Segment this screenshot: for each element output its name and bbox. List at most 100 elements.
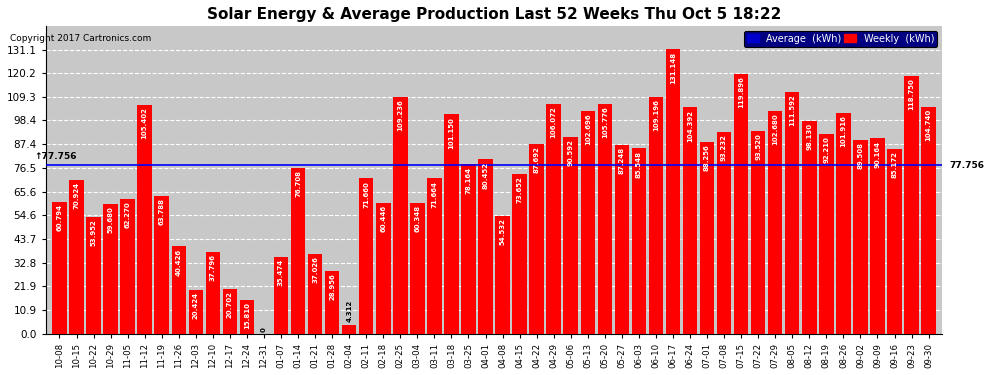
Text: 118.750: 118.750 [909, 78, 915, 110]
Text: 0: 0 [261, 327, 267, 332]
Bar [819, 134, 834, 334]
Bar [665, 50, 680, 334]
Bar [359, 178, 373, 334]
Bar [802, 121, 817, 334]
Text: Copyright 2017 Cartronics.com: Copyright 2017 Cartronics.com [10, 34, 151, 43]
Text: 90.592: 90.592 [567, 140, 574, 166]
Text: 85.172: 85.172 [892, 152, 898, 178]
Text: 15.810: 15.810 [244, 302, 249, 329]
Text: 60.446: 60.446 [380, 205, 386, 232]
Bar [853, 140, 867, 334]
Bar [461, 164, 476, 334]
Bar [69, 180, 84, 334]
Text: 93.520: 93.520 [755, 133, 761, 160]
Bar [308, 254, 323, 334]
Bar [393, 97, 408, 334]
Bar [751, 131, 765, 334]
Bar [530, 144, 544, 334]
Text: 60.348: 60.348 [415, 205, 421, 232]
Text: 35.474: 35.474 [278, 259, 284, 286]
Bar [887, 149, 902, 334]
Bar [478, 159, 493, 334]
Text: 111.592: 111.592 [789, 94, 795, 126]
Text: 104.740: 104.740 [926, 109, 932, 141]
Text: 109.236: 109.236 [397, 99, 403, 131]
Bar [870, 138, 885, 334]
Bar [121, 199, 135, 334]
Text: 101.916: 101.916 [841, 115, 846, 147]
Bar [154, 195, 169, 334]
Text: 78.164: 78.164 [465, 166, 471, 194]
Text: 104.392: 104.392 [687, 110, 693, 142]
Bar [922, 107, 936, 334]
Text: 106.072: 106.072 [550, 106, 556, 138]
Bar [86, 217, 101, 334]
Text: 73.652: 73.652 [517, 176, 523, 203]
Text: 59.680: 59.680 [108, 207, 114, 234]
Text: 63.788: 63.788 [158, 198, 164, 225]
Text: 20.424: 20.424 [193, 292, 199, 319]
Bar [785, 92, 800, 334]
Text: 20.702: 20.702 [227, 291, 233, 318]
Text: 28.956: 28.956 [329, 273, 336, 300]
Text: 37.796: 37.796 [210, 254, 216, 281]
Bar [580, 111, 595, 334]
Text: 105.402: 105.402 [142, 108, 148, 140]
Text: 98.130: 98.130 [806, 123, 813, 150]
Bar [717, 132, 732, 334]
Bar [683, 108, 697, 334]
Bar [410, 203, 425, 334]
Bar [768, 111, 782, 334]
Text: 119.896: 119.896 [739, 76, 744, 108]
Bar [376, 203, 390, 334]
Text: 80.452: 80.452 [482, 162, 488, 189]
Text: 131.148: 131.148 [670, 52, 676, 84]
Bar [495, 216, 510, 334]
Text: 60.794: 60.794 [56, 204, 62, 231]
Bar [837, 113, 850, 334]
Bar [563, 137, 578, 334]
Text: 87.692: 87.692 [534, 146, 540, 173]
Text: 102.696: 102.696 [585, 113, 591, 145]
Text: 53.952: 53.952 [90, 219, 97, 246]
Text: 40.426: 40.426 [176, 248, 182, 276]
Bar [632, 148, 646, 334]
Text: 88.256: 88.256 [704, 145, 710, 171]
Bar [103, 204, 118, 334]
Title: Solar Energy & Average Production Last 52 Weeks Thu Oct 5 18:22: Solar Energy & Average Production Last 5… [207, 7, 781, 22]
Bar [206, 252, 220, 334]
Text: 37.026: 37.026 [312, 256, 318, 283]
Text: 71.660: 71.660 [363, 181, 369, 207]
Text: 54.532: 54.532 [500, 218, 506, 244]
Text: 62.270: 62.270 [125, 201, 131, 228]
Bar [274, 257, 288, 334]
Text: 101.150: 101.150 [448, 117, 454, 148]
Text: 109.196: 109.196 [653, 99, 659, 131]
Bar [325, 271, 340, 334]
Text: 4.312: 4.312 [346, 300, 352, 322]
Bar [188, 290, 203, 334]
Bar [138, 105, 151, 334]
Bar [598, 105, 612, 334]
Text: 102.680: 102.680 [772, 113, 778, 145]
Bar [445, 114, 458, 334]
Text: 70.924: 70.924 [73, 182, 79, 209]
Text: 105.776: 105.776 [602, 106, 608, 138]
Text: ↑77.756: ↑77.756 [34, 152, 76, 161]
Text: 85.548: 85.548 [636, 150, 642, 177]
Text: 87.248: 87.248 [619, 147, 625, 174]
Text: 92.210: 92.210 [824, 136, 830, 163]
Bar [904, 76, 919, 334]
Bar [427, 178, 442, 334]
Text: 90.164: 90.164 [874, 141, 880, 168]
Text: 71.664: 71.664 [432, 181, 438, 208]
Bar [52, 202, 66, 334]
Text: 76.708: 76.708 [295, 170, 301, 196]
Bar [648, 97, 663, 334]
Bar [291, 168, 305, 334]
Bar [700, 142, 715, 334]
Bar [342, 324, 356, 334]
Text: 93.232: 93.232 [721, 134, 727, 161]
Text: 77.756: 77.756 [949, 161, 984, 170]
Bar [615, 145, 629, 334]
